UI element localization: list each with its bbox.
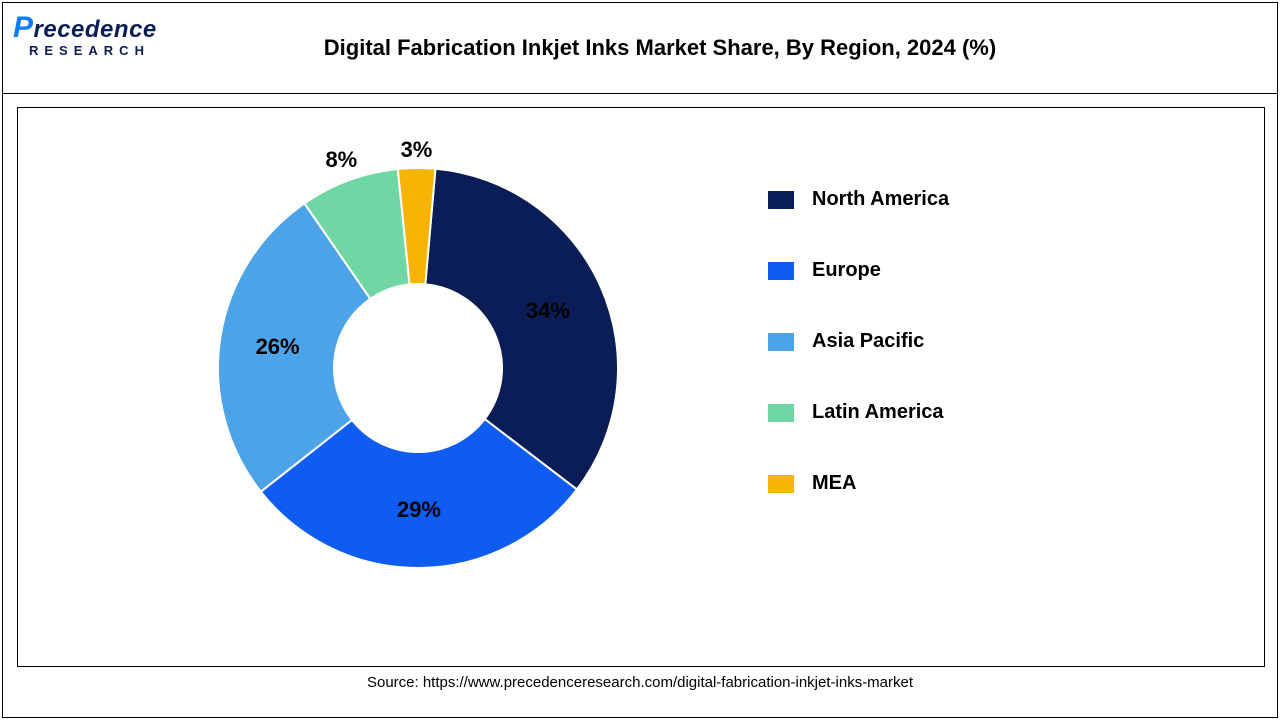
slice-label-europe: 29% — [397, 497, 441, 523]
legend-item-europe: Europe — [768, 259, 949, 282]
slice-north-america — [425, 169, 618, 490]
precedence-logo: Precedence RESEARCH — [13, 11, 157, 58]
slice-label-mea: 3% — [401, 137, 433, 163]
legend-swatch — [768, 333, 794, 351]
legend-item-mea: MEA — [768, 472, 949, 495]
logo-line2: RESEARCH — [29, 43, 157, 58]
chart-container: 34% 29% 26% 8% 3% North America Europe Asia Pa… — [17, 107, 1265, 667]
legend-item-north-america: North America — [768, 188, 949, 211]
donut-chart: 34%29%26%8%3% — [198, 148, 638, 588]
legend-swatch — [768, 191, 794, 209]
legend-label: Latin America — [812, 401, 944, 424]
legend-swatch — [768, 475, 794, 493]
legend-label: Europe — [812, 259, 881, 282]
chart-title: Digital Fabrication Inkjet Inks Market S… — [43, 35, 1277, 61]
legend-label: MEA — [812, 472, 856, 495]
slice-label-latin-america: 8% — [325, 147, 357, 173]
logo-p: P — [13, 11, 34, 44]
legend-label: Asia Pacific — [812, 330, 924, 353]
legend-item-asia-pacific: Asia Pacific — [768, 330, 949, 353]
slice-label-north-america: 34% — [526, 298, 570, 324]
legend-swatch — [768, 404, 794, 422]
legend-item-latin-america: Latin America — [768, 401, 949, 424]
legend: North America Europe Asia Pacific Latin Ame… — [768, 188, 949, 543]
legend-label: North America — [812, 188, 949, 211]
legend-swatch — [768, 262, 794, 280]
logo-line1: Precedence — [13, 11, 157, 45]
logo-rest: recedence — [34, 16, 157, 43]
chart-card: Precedence RESEARCH Digital Fabrication … — [2, 2, 1278, 718]
source-text: Source: https://www.precedenceresearch.c… — [3, 674, 1277, 691]
slice-label-asia-pacific: 26% — [256, 334, 300, 360]
header-row: Precedence RESEARCH Digital Fabrication … — [3, 3, 1277, 94]
